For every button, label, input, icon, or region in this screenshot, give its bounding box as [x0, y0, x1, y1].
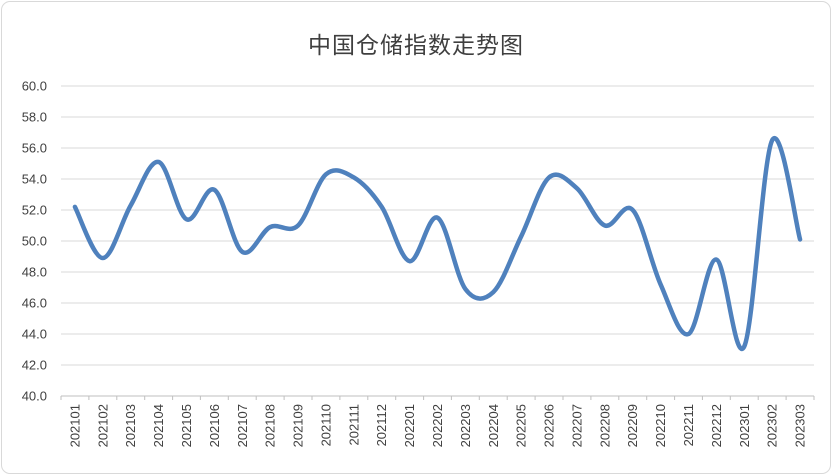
- x-axis-label: 202212: [709, 404, 724, 447]
- x-axis-label: 202210: [653, 404, 668, 447]
- x-axis-label: 202204: [486, 404, 501, 447]
- y-axis-label: 52.0: [22, 203, 47, 218]
- x-axis-label: 202104: [151, 404, 166, 447]
- y-axis-label: 56.0: [22, 141, 47, 156]
- series-line: [72, 135, 803, 352]
- x-axis-label: 202207: [569, 404, 584, 447]
- x-axis-label: 202211: [681, 404, 696, 446]
- x-axis-label: 202102: [95, 404, 110, 447]
- x-axis-label: 202303: [793, 404, 808, 447]
- x-axis-label: 202112: [374, 404, 389, 446]
- y-axis-label: 42.0: [22, 358, 47, 373]
- y-axis-label: 40.0: [22, 389, 47, 404]
- x-axis-label: 202302: [765, 404, 780, 447]
- y-axis-label: 58.0: [22, 110, 47, 125]
- chart-title: 中国仓储指数走势图: [308, 33, 524, 59]
- y-axis-label: 50.0: [22, 234, 47, 249]
- x-axis-label: 202201: [402, 404, 417, 447]
- x-axis-label: 202109: [291, 404, 306, 447]
- x-axis-label: 202202: [430, 404, 445, 447]
- x-axis-label: 202103: [123, 404, 138, 447]
- y-axis-label: 48.0: [22, 265, 47, 280]
- y-axis-label: 46.0: [22, 296, 47, 311]
- x-axis-label: 202108: [263, 404, 278, 447]
- x-axis-label: 202301: [737, 404, 752, 447]
- x-axis-label: 202203: [458, 404, 473, 447]
- x-axis-label: 202105: [179, 404, 194, 447]
- x-axis-label: 202208: [597, 404, 612, 447]
- x-axis-label: 202110: [318, 404, 333, 446]
- x-axis-label: 202205: [514, 404, 529, 447]
- x-axis-label: 202206: [542, 404, 557, 447]
- y-axis-label: 60.0: [22, 79, 47, 94]
- x-axis-label: 202209: [625, 404, 640, 447]
- x-axis-label: 202106: [207, 404, 222, 447]
- y-axis-label: 44.0: [22, 327, 47, 342]
- x-axis-label: 202111: [346, 404, 361, 445]
- x-axis-label: 202107: [235, 404, 250, 447]
- y-axis-label: 54.0: [22, 172, 47, 187]
- x-axis-label: 202101: [67, 404, 82, 447]
